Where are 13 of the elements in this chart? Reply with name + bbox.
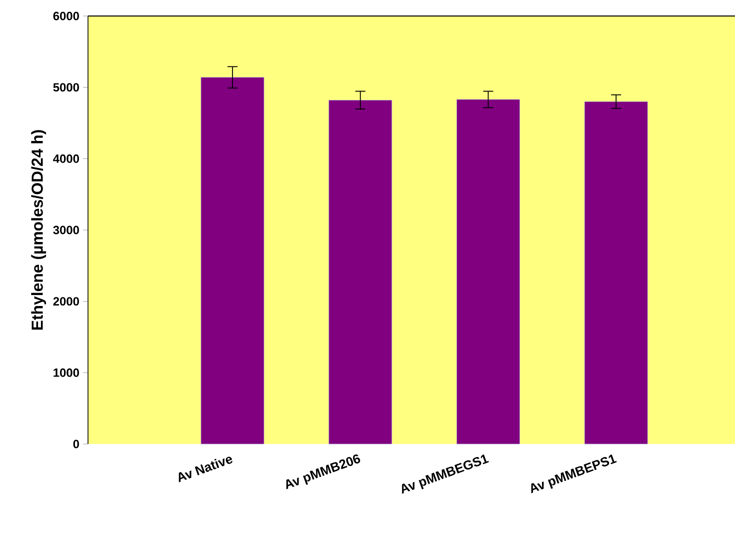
y-tick-label: 2000 [53,297,79,306]
y-tick-label: 1000 [54,368,79,377]
bar [200,77,264,444]
y-tick-label: 3000 [53,226,79,234]
y-tick-label: 0 [73,440,79,448]
y-tick-label: 6000 [53,12,79,20]
y-tick-label: 5000 [53,83,79,92]
bar [328,100,392,444]
bar [456,99,520,444]
y-tick-label: 4000 [53,154,79,163]
x-tick-label: Av Native [178,456,232,482]
bar [584,101,648,444]
y-axis-title: Ethylene (µmoles/OD/24 h) [31,130,46,330]
